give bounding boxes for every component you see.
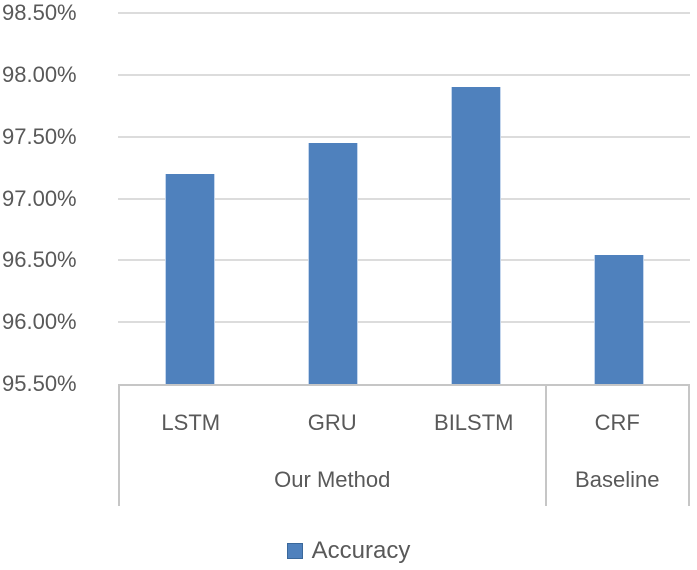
gridline (118, 259, 690, 262)
x-category-label: GRU (307, 410, 357, 435)
y-tick-label: 97.50% (2, 123, 77, 149)
plot-area (118, 12, 690, 384)
bar-crf (594, 255, 643, 384)
x-category-label: CRF (594, 410, 640, 435)
x-category-label: BILSTM (434, 410, 514, 435)
gridline (118, 321, 690, 324)
bar-slot (261, 13, 404, 384)
legend: Accuracy (0, 537, 697, 564)
legend-label: Accuracy (311, 537, 411, 564)
gridline (118, 73, 690, 76)
bar-bilstm (451, 87, 500, 384)
x-group-label: Our Method (274, 467, 391, 492)
y-tick-label: 98.00% (2, 61, 77, 87)
x-axis: LSTM GRU BILSTM Our Method CRF Baseline (118, 384, 690, 506)
bar-gru (308, 142, 357, 384)
y-tick-label: 96.50% (2, 247, 77, 273)
x-group: LSTM GRU BILSTM Our Method (120, 386, 547, 506)
gridline (118, 135, 690, 138)
bar-slot (547, 13, 690, 384)
x-group: CRF Baseline (547, 386, 689, 506)
y-tick-label: 98.50% (2, 0, 77, 25)
gridline (118, 197, 690, 200)
bar-slot (404, 13, 547, 384)
bars (118, 13, 690, 384)
x-category-row: CRF (547, 386, 689, 460)
gridline (118, 12, 690, 14)
y-tick-label: 97.00% (2, 185, 77, 211)
x-category-label: LSTM (161, 410, 221, 435)
x-category-row: LSTM GRU BILSTM (120, 386, 545, 460)
bar-lstm (165, 173, 214, 384)
bar-slot (118, 13, 261, 384)
y-tick-label: 95.50% (2, 371, 77, 396)
x-group-label: Baseline (575, 467, 660, 492)
legend-swatch-icon (286, 543, 303, 559)
y-tick-label: 96.00% (2, 309, 77, 335)
